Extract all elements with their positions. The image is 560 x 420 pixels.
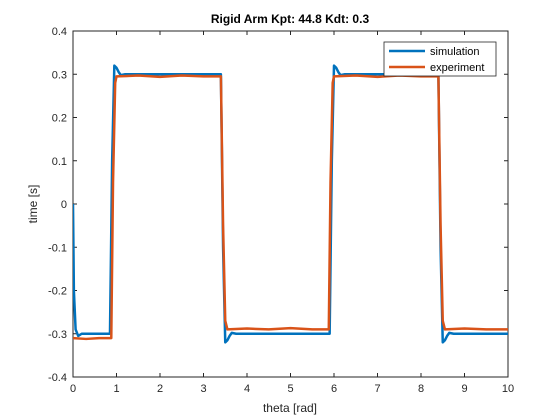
y-tick-label: 0.3	[52, 69, 67, 81]
y-tick-label: 0.2	[52, 113, 67, 125]
x-tick-label: 10	[502, 383, 514, 395]
legend-label-experiment: experiment	[430, 62, 484, 74]
x-tick-label: 2	[157, 383, 163, 395]
series-line-experiment	[73, 74, 508, 341]
y-axis-label: time [s]	[26, 185, 40, 224]
x-tick-label: 6	[331, 383, 337, 395]
y-tick-label: 0.1	[52, 156, 67, 168]
x-tick-label: 0	[70, 383, 76, 395]
x-axis-label: theta [rad]	[263, 401, 317, 415]
y-tick-label: -0.2	[48, 286, 67, 298]
legend-box	[383, 41, 497, 77]
y-tick-label: 0	[61, 199, 67, 211]
plot-area	[72, 30, 509, 378]
x-tick-label: 4	[244, 383, 250, 395]
x-tick-label: 3	[200, 383, 206, 395]
x-tick-label: 8	[418, 383, 424, 395]
y-tick-label: -0.1	[48, 242, 67, 254]
x-tick-label: 1	[113, 383, 119, 395]
x-tick-label: 5	[287, 383, 293, 395]
series-line-simulation	[73, 64, 508, 344]
legend: simulation experiment	[383, 41, 497, 77]
x-tick-label: 7	[374, 383, 380, 395]
y-tick-label: 0.4	[52, 26, 67, 38]
series-lines	[73, 64, 508, 344]
y-tick-label: -0.3	[48, 329, 67, 341]
chart-title: Rigid Arm Kpt: 44.8 Kdt: 0.3	[211, 12, 370, 26]
y-tick-label: -0.4	[48, 372, 67, 384]
x-tick-label: 9	[461, 383, 467, 395]
legend-label-simulation: simulation	[430, 46, 480, 58]
axis-ticks: 0 1 2 3 4 5 6 7 8 9 10 -0.4 -0.3 -0.2 -0.1 0 0.1 0.2 0.3 0.…	[48, 26, 514, 395]
